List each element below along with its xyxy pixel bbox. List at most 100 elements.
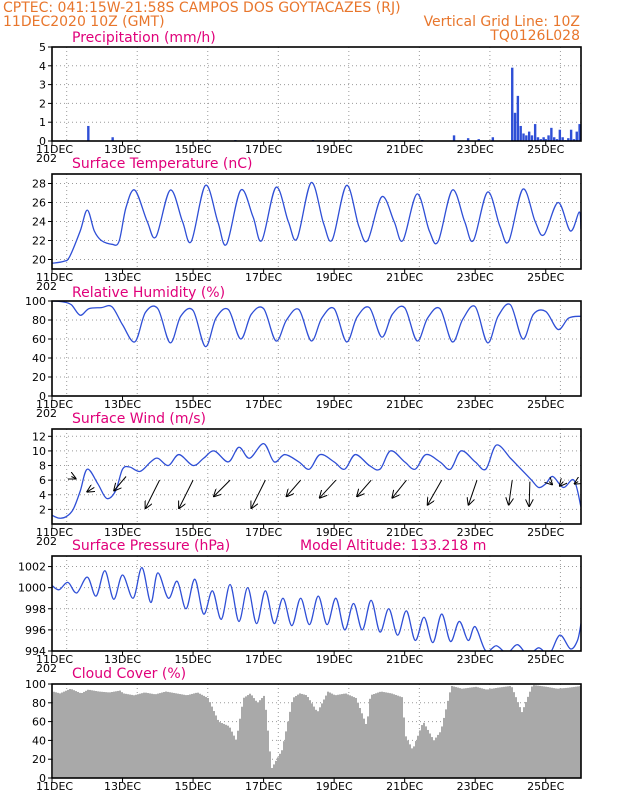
cloud-column bbox=[237, 730, 239, 778]
model-altitude-label: Model Altitude: 133.218 m bbox=[300, 538, 486, 554]
cloud-column bbox=[365, 723, 367, 778]
x-tick-label: 25DEC bbox=[527, 271, 564, 284]
precip-bar bbox=[519, 125, 522, 141]
cloud-column bbox=[563, 688, 565, 778]
cloud-column bbox=[363, 718, 365, 778]
precip-bar bbox=[477, 139, 480, 141]
cloud-column bbox=[263, 695, 265, 778]
x-tick-label: 11DEC bbox=[36, 398, 73, 411]
cloud-column bbox=[439, 732, 441, 778]
cloud-column bbox=[317, 711, 319, 778]
plot-area bbox=[52, 181, 581, 264]
cloud-column bbox=[197, 692, 199, 778]
y-tick-label: 4 bbox=[39, 489, 46, 502]
cloud-column bbox=[287, 721, 289, 778]
x-tick-label: 15DEC bbox=[175, 780, 212, 793]
cloud-column bbox=[123, 693, 125, 778]
precip-bar bbox=[513, 112, 517, 141]
y-tick-label: 1 bbox=[39, 116, 46, 129]
y-tick-label: 60 bbox=[32, 716, 46, 729]
plot-area bbox=[53, 685, 581, 778]
cloud-column bbox=[239, 718, 241, 778]
x-tick-label: 19DEC bbox=[316, 271, 353, 284]
cloud-column bbox=[89, 689, 91, 778]
cloud-column bbox=[499, 687, 501, 778]
y-tick-label: 20 bbox=[32, 254, 46, 267]
x-tick-label: 23DEC bbox=[457, 653, 494, 666]
cloud-column bbox=[217, 719, 219, 778]
cloud-column bbox=[115, 691, 117, 778]
cloud-column bbox=[111, 692, 113, 778]
cloud-column bbox=[245, 696, 247, 778]
wind-vector bbox=[509, 480, 512, 505]
cloud-column bbox=[459, 688, 461, 778]
precip-bar bbox=[452, 135, 456, 141]
x-tick-label: 21DEC bbox=[386, 398, 423, 411]
cloud-column bbox=[441, 726, 443, 778]
cloud-column bbox=[569, 687, 571, 778]
precip-bar bbox=[550, 127, 553, 141]
cloud-column bbox=[229, 727, 231, 778]
temp-series-line bbox=[52, 181, 581, 264]
plot-frame bbox=[51, 555, 582, 652]
cloud-column bbox=[189, 694, 191, 778]
cloud-column bbox=[505, 686, 507, 778]
cloud-column bbox=[385, 692, 387, 778]
cloud-column bbox=[443, 717, 445, 778]
cloud-column bbox=[173, 692, 175, 778]
cloud-column bbox=[337, 694, 339, 778]
cloud-column bbox=[495, 688, 497, 778]
precip-bar bbox=[569, 129, 573, 141]
cloud-column bbox=[299, 693, 301, 778]
cloud-column bbox=[99, 691, 101, 778]
y-tick-label: 10 bbox=[32, 445, 46, 458]
cloud-column bbox=[57, 692, 59, 778]
wind-vector bbox=[214, 479, 231, 496]
x-tick-label: 15DEC bbox=[175, 398, 212, 411]
cloud-column bbox=[529, 691, 531, 778]
cloud-column bbox=[519, 707, 521, 778]
cloud-column bbox=[195, 692, 197, 778]
x-tick-label: 13DEC bbox=[104, 143, 141, 156]
cloud-column bbox=[119, 690, 121, 778]
precip-bar bbox=[578, 124, 581, 141]
cloud-column bbox=[59, 693, 61, 778]
cloud-column bbox=[431, 737, 433, 778]
y-tick-label: 20 bbox=[32, 371, 46, 384]
precip-bar bbox=[561, 137, 564, 141]
precip-bar bbox=[575, 131, 578, 141]
x-tick-label: 17DEC bbox=[245, 653, 282, 666]
cloud-column bbox=[345, 693, 347, 778]
cloud-column bbox=[291, 702, 293, 778]
x-tick-label: 17DEC bbox=[245, 780, 282, 793]
cloud-column bbox=[127, 694, 129, 778]
y-tick-label: 8 bbox=[39, 460, 46, 473]
wind-vector bbox=[549, 482, 552, 485]
precip-bar bbox=[533, 124, 537, 141]
cloud-column bbox=[371, 694, 373, 778]
cloud-column bbox=[451, 686, 453, 778]
cloud-column bbox=[215, 715, 217, 778]
cloud-column bbox=[423, 722, 425, 778]
cloud-column bbox=[551, 687, 553, 778]
wind-panel: Surface Wind (m/s) 24 68 10 12 11DEC 13DEC 15D… bbox=[32, 411, 582, 548]
wind-vector bbox=[575, 482, 579, 484]
x-tick-label: 11DEC bbox=[36, 271, 73, 284]
cloud-cover-title: Cloud Cover (%) bbox=[72, 666, 186, 682]
cloud-column bbox=[171, 692, 173, 778]
cloud-column bbox=[487, 689, 489, 778]
x-year-label: 202 bbox=[36, 407, 57, 420]
y-tick-label: 1000 bbox=[18, 582, 46, 595]
cloud-column bbox=[387, 692, 389, 778]
cloud-column bbox=[295, 695, 297, 778]
header-grid-line: Vertical Grid Line: 10Z bbox=[424, 14, 580, 30]
x-tick-label: 15DEC bbox=[175, 143, 212, 156]
y-tick-label: 996 bbox=[25, 624, 46, 637]
cloud-column bbox=[261, 698, 263, 778]
cloud-column bbox=[449, 692, 451, 778]
cloud-column bbox=[353, 697, 355, 778]
cloud-column bbox=[477, 687, 479, 778]
x-year-label: 202 bbox=[36, 280, 57, 293]
cloud-column bbox=[181, 694, 183, 778]
cloud-column bbox=[341, 694, 343, 778]
